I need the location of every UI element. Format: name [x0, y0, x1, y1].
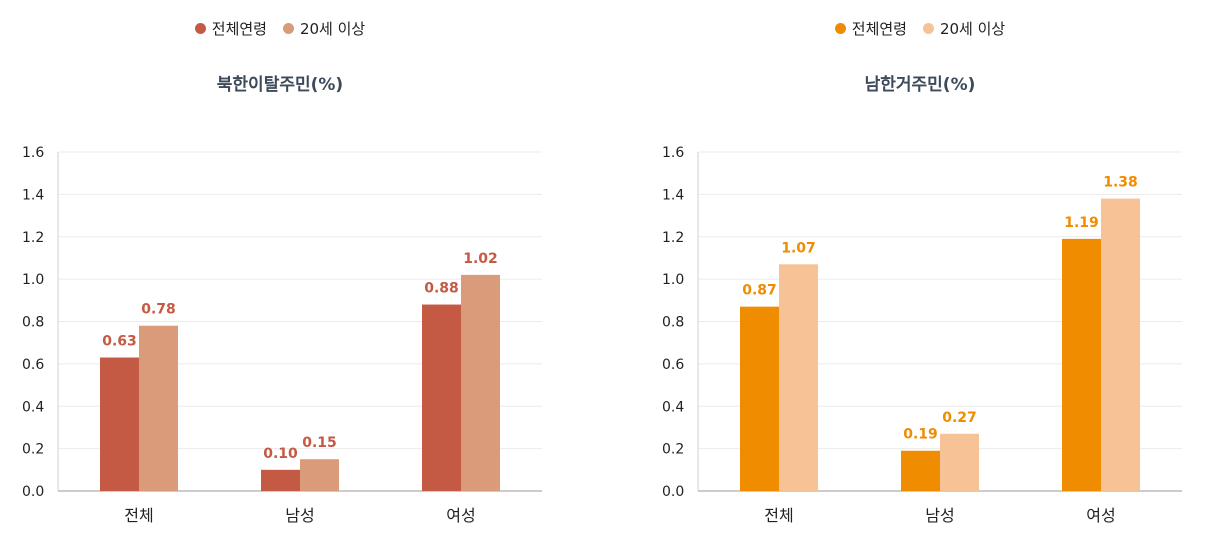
data-label: 0.78 [141, 302, 176, 318]
bar [100, 357, 139, 491]
bar [740, 306, 779, 491]
x-tick-label: 남성 [925, 506, 954, 525]
legend-item-all-ages: 전체연령 [194, 18, 267, 39]
legend: 전체연령 20세 이상 [0, 18, 560, 39]
x-tick-label: 전체 [124, 506, 153, 525]
y-tick-label: 1.6 [22, 145, 44, 161]
data-label: 1.38 [1103, 175, 1138, 191]
legend-label: 전체연령 [851, 20, 907, 38]
y-tick-label: 1.0 [662, 272, 684, 288]
legend-label: 20세 이상 [939, 20, 1006, 38]
data-label: 1.02 [463, 251, 498, 267]
y-tick-label: 0.8 [662, 315, 684, 331]
legend-item-20-plus: 20세 이상 [282, 18, 366, 39]
legend-swatch-icon [922, 23, 934, 34]
y-tick-label: 0.8 [22, 315, 44, 331]
chart-north-korean-defectors: 전체연령 20세 이상 북한이탈주민(%) 0.0 0.2 0.4 0.6 0.8 1.0… [0, 0, 560, 550]
legend-item-all-ages: 전체연령 [834, 18, 907, 39]
data-label: 0.63 [102, 334, 137, 350]
legend-item-20-plus: 20세 이상 [922, 18, 1006, 39]
y-tick-label: 0.2 [22, 442, 44, 458]
y-tick-label: 0.2 [662, 442, 684, 458]
legend-label: 20세 이상 [299, 20, 366, 38]
data-label: 0.87 [742, 283, 777, 299]
y-tick-label: 0.4 [22, 399, 44, 415]
y-tick-label: 1.4 [662, 187, 684, 203]
bar [940, 433, 979, 491]
bar [261, 469, 300, 491]
legend-swatch-icon [834, 23, 846, 34]
data-label: 0.15 [302, 435, 337, 451]
chart-south-korean-residents: 전체연령 20세 이상 남한거주민(%) 0.0 0.2 0.4 0.6 0.8 1.0 1… [640, 0, 1200, 550]
data-label: 0.10 [263, 446, 298, 462]
bar [139, 325, 178, 491]
bar [461, 274, 500, 491]
y-tick-label: 1.6 [662, 145, 684, 161]
bar [1101, 198, 1140, 492]
x-tick-label: 남성 [285, 506, 314, 525]
y-tick-label: 1.2 [662, 230, 684, 246]
data-label: 0.88 [424, 281, 459, 297]
y-tick-label: 0.6 [22, 357, 44, 373]
bar [779, 264, 818, 491]
x-tick-label: 여성 [1086, 506, 1115, 525]
bar [300, 459, 339, 491]
data-label: 0.27 [942, 410, 977, 426]
legend: 전체연령 20세 이상 [640, 18, 1200, 39]
bar [422, 304, 461, 491]
y-tick-label: 1.4 [22, 187, 44, 203]
chart-title: 남한거주민(%) [864, 75, 976, 95]
data-label: 0.19 [903, 427, 938, 443]
y-tick-label: 1.0 [22, 272, 44, 288]
plot-area: 0.0 0.2 0.4 0.6 0.8 1.0 1.2 1.4 1.6 0.87 1.07 전체 0.1… [662, 145, 1182, 525]
x-tick-label: 전체 [764, 506, 793, 525]
y-tick-label: 0.4 [662, 399, 684, 415]
chart-title: 북한이탈주민(%) [216, 75, 344, 95]
bar [901, 450, 940, 491]
y-tick-label: 0.0 [22, 484, 44, 500]
y-tick-label: 0.0 [662, 484, 684, 500]
y-tick-label: 1.2 [22, 230, 44, 246]
legend-label: 전체연령 [211, 20, 267, 38]
legend-swatch-icon [282, 23, 294, 34]
plot-area: 0.0 0.2 0.4 0.6 0.8 1.0 1.2 1.4 1.6 0.630.78 전체 0.1… [22, 145, 542, 525]
legend-swatch-icon [194, 23, 206, 34]
x-tick-label: 여성 [446, 506, 475, 525]
data-label: 1.19 [1064, 215, 1099, 231]
data-label: 1.07 [781, 240, 816, 256]
y-tick-label: 0.6 [662, 357, 684, 373]
bar [1062, 238, 1101, 491]
